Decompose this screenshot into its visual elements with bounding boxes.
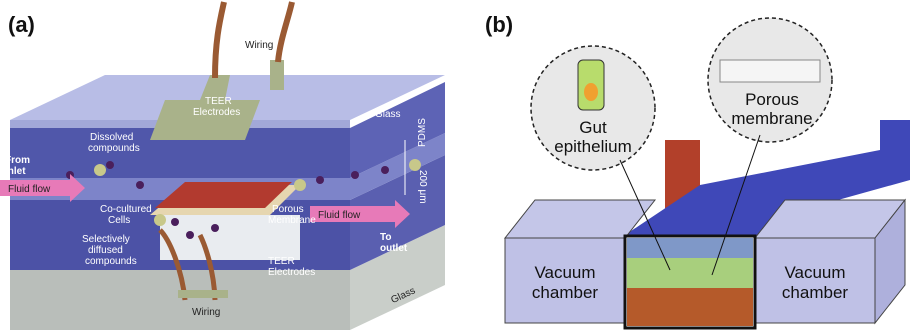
line: From <box>5 155 30 166</box>
line: Selectively <box>82 234 130 245</box>
nucleus <box>584 83 598 101</box>
electrode-bottom <box>178 290 228 298</box>
line: Dissolved <box>90 132 133 143</box>
line: To <box>380 232 391 243</box>
label: Wiring <box>245 40 273 51</box>
cells <box>627 258 753 288</box>
line: outlet <box>380 243 408 254</box>
line: Vacuum <box>784 263 845 282</box>
line: compounds <box>85 256 137 267</box>
panel-a: (a) <box>0 2 445 330</box>
electrode-pad <box>270 60 284 90</box>
line: inlet <box>5 166 26 177</box>
line: Membrane <box>268 215 316 226</box>
panel-tag: (b) <box>485 12 513 37</box>
membrane-icon <box>720 60 820 82</box>
line: Cells <box>108 215 130 226</box>
line: compounds <box>88 143 140 154</box>
line: Electrodes <box>268 267 315 278</box>
line: membrane <box>731 109 812 128</box>
line: Vacuum <box>534 263 595 282</box>
line: chamber <box>532 283 598 302</box>
line: Co-cultured <box>100 204 152 215</box>
line: Electrodes <box>193 107 240 118</box>
label: PDMS <box>417 118 428 147</box>
panel-tag: (a) <box>8 12 35 37</box>
figure: (a) <box>0 0 915 335</box>
line: Gut <box>579 118 607 137</box>
line: Porous <box>745 90 799 109</box>
line: Porous <box>272 204 304 215</box>
wire <box>278 2 292 62</box>
lower-channel <box>627 286 753 326</box>
line: diffused <box>88 245 123 256</box>
label: Fluid flow <box>8 184 51 195</box>
label: Fluid flow <box>318 210 361 221</box>
line: TEER <box>268 256 295 267</box>
wire <box>215 2 224 78</box>
line: TEER <box>205 96 232 107</box>
line: chamber <box>782 283 848 302</box>
label: 200 μm <box>417 170 428 204</box>
label: Glass <box>375 109 401 120</box>
line: epithelium <box>554 137 632 156</box>
label: Wiring <box>192 307 220 318</box>
